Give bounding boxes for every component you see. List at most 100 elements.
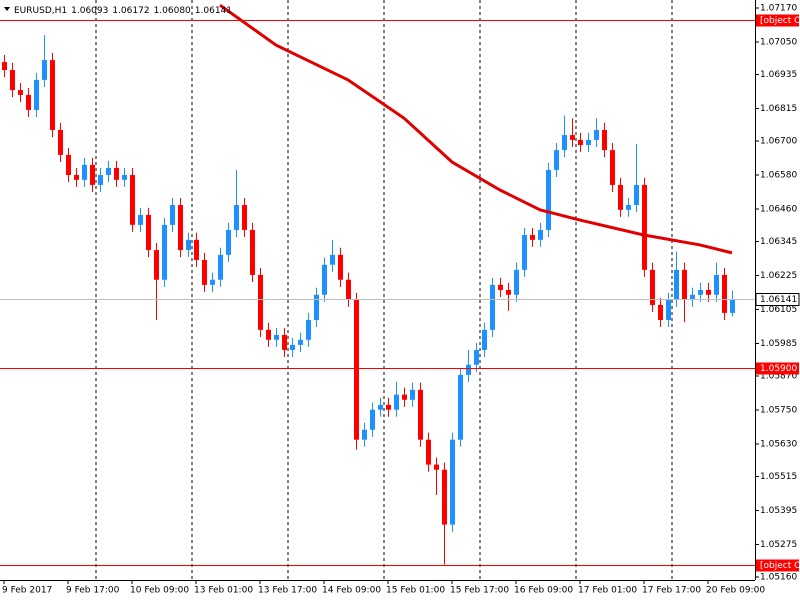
candle-body [74,175,79,180]
y-tick-label: 1.05160 [760,573,797,583]
y-tick-label: 1.06105 [760,305,797,315]
candle-body [50,60,55,131]
candle-body [58,130,63,155]
candle-body [82,164,87,180]
candle-body [122,175,127,180]
candle-body [98,175,103,185]
x-tick-label: 13 Feb 17:00 [258,586,317,596]
candle-body [386,404,391,410]
candle-body [690,294,695,300]
x-tick-label: 17 Feb 17:00 [642,586,701,596]
candle-body [322,264,327,295]
candle-body [706,289,711,295]
candle-body [394,394,399,410]
candle-body [634,184,639,206]
y-tick-label: 1.06815 [760,104,797,114]
candle-body [450,439,455,525]
candle-body [186,239,191,251]
candle-body [354,299,359,440]
x-tick-label: 16 Feb 09:00 [514,586,573,596]
level-label-box [756,362,799,375]
candle-body [162,224,167,280]
candle-body [154,250,159,280]
y-tick-label: 1.05985 [760,339,797,349]
candle-body [34,79,39,110]
x-tick-label: 15 Feb 01:00 [386,586,445,596]
candle-body [586,139,591,146]
candle-body [474,349,479,365]
x-tick-label: 15 Feb 17:00 [450,586,509,596]
x-tick-label: 13 Feb 01:00 [194,586,253,596]
candle-body [178,205,183,251]
level-label: [object Object] [760,561,800,571]
candle-body [18,90,23,95]
candle-body [426,439,431,465]
candle-body [194,239,199,260]
candle-body [714,274,719,295]
candle-body [42,60,47,80]
candle-body [114,167,119,180]
candle-body [602,130,607,151]
y-tick-label: 1.05275 [760,540,797,550]
y-tick-label: 1.06225 [760,271,797,281]
y-tick-label: 1.06700 [760,137,797,147]
candle-body [722,274,727,313]
x-tick-label: 9 Feb 2017 [2,586,52,596]
candle-body [482,329,487,350]
y-tick-label: 1.06935 [760,70,797,80]
candle-body [234,205,239,230]
candle-body [218,254,223,280]
candle-body [138,214,143,225]
y-tick-label: 1.07170 [760,4,797,14]
y-tick-label: 1.05515 [760,472,797,482]
y-tick-label: 1.07050 [760,37,797,47]
candle-body [642,184,647,270]
candle-body [378,404,383,410]
candle-body [522,235,527,270]
moving-average [219,3,733,255]
ohlc-high: 1.06172 [112,6,149,16]
candle-body [562,135,567,151]
candle-body [442,469,447,525]
candle-body [594,130,599,140]
y-tick-label: 1.05630 [760,439,797,449]
candle-body [10,69,15,91]
y-tick-label: 1.06580 [760,171,797,181]
candle-body [274,334,279,340]
y-tick-label: 1.05870 [760,372,797,382]
candle-body [490,284,495,330]
candle-body [466,364,471,375]
candle-body [546,169,551,230]
candle-body [666,299,671,320]
candle-body [146,214,151,251]
candle-body [338,254,343,280]
candle-body [698,289,703,295]
y-tick-label: 1.05750 [760,405,797,415]
symbol: EURUSD,H1 [14,6,67,16]
candle-body [658,304,663,320]
candle-body [674,269,679,300]
candle-body [130,175,135,225]
x-tick-label: 14 Feb 09:00 [322,586,381,596]
x-tick-label: 20 Feb 09:00 [706,586,765,596]
axes: 1.07170 1.07050 1.06935 1.06815 1.06700 1.065… [2,4,800,596]
candle-body [618,184,623,210]
candle-body [506,289,511,295]
candle-body [266,329,271,340]
candle-body [226,229,231,255]
candle-body [498,284,503,290]
ohlc-close: 1.06141 [195,6,232,16]
menu-arrow[interactable] [4,7,10,11]
candle-body [210,279,215,285]
x-tick-label: 10 Feb 09:00 [130,586,189,596]
level-label-box [756,14,799,27]
candle-body [538,229,543,240]
level-label-box [756,559,799,572]
candle-body [2,62,7,70]
candle-body [362,429,367,440]
candle-body [250,229,255,275]
candle-body [66,154,71,176]
candle-body [570,135,575,140]
